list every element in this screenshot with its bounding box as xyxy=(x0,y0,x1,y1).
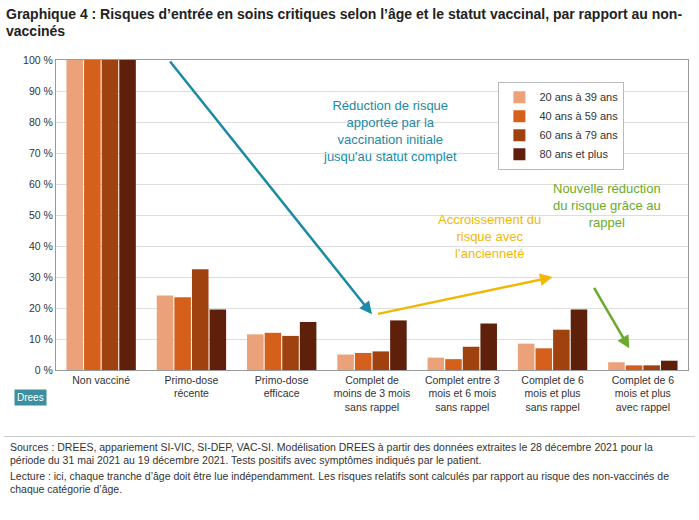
svg-text:80 %: 80 % xyxy=(29,116,53,128)
svg-text:Non vacciné: Non vacciné xyxy=(72,374,130,386)
svg-text:10 %: 10 % xyxy=(29,333,53,345)
svg-text:Réduction de risqueapportée pa: Réduction de risqueapportée par lavaccin… xyxy=(323,98,457,164)
svg-text:Accroissement durisque avecl’a: Accroissement durisque avecl’ancienneté xyxy=(438,212,541,261)
html-text:Sources : DREES, appariement S: Sources : DREES, appariement SI-VIC, SI-… xyxy=(10,441,653,466)
svg-text:Complet demoins de 3 moissans: Complet demoins de 3 moissans rappel xyxy=(334,374,410,413)
svg-text:60 %: 60 % xyxy=(29,178,53,190)
svg-text:70 %: 70 % xyxy=(29,147,53,159)
svg-text:Complet entre 3mois et 6 moiss: Complet entre 3mois et 6 moissans rappel xyxy=(425,374,500,413)
html-text:Graphique 4 : Risques d’entrée: Graphique 4 : Risques d’entrée en soins … xyxy=(6,6,683,39)
svg-text:40 ans à 59 ans: 40 ans à 59 ans xyxy=(539,110,618,122)
svg-text:20 ans à 39 ans: 20 ans à 39 ans xyxy=(539,91,618,103)
svg-text:40 %: 40 % xyxy=(29,240,53,252)
svg-text:30 %: 30 % xyxy=(29,271,53,283)
svg-text:Primo-doseefficace: Primo-doseefficace xyxy=(255,374,309,400)
svg-text:90 %: 90 % xyxy=(29,85,53,97)
svg-text:100 %: 100 % xyxy=(23,54,53,66)
svg-text:0 %: 0 % xyxy=(35,364,53,376)
svg-text:80 ans et plus: 80 ans et plus xyxy=(539,148,608,160)
svg-text:Nouvelle réductiondu risque gr: Nouvelle réductiondu risque grâce aurapp… xyxy=(553,181,661,230)
svg-text:Drees: Drees xyxy=(17,392,44,403)
svg-text:60 ans à 79 ans: 60 ans à 79 ans xyxy=(539,129,618,141)
svg-text:50 %: 50 % xyxy=(29,209,53,221)
svg-text:20 %: 20 % xyxy=(29,302,53,314)
svg-text:Primo-doserécente: Primo-doserécente xyxy=(165,374,219,400)
svg-text:Complet de 6mois et plusavec r: Complet de 6mois et plusavec rappel xyxy=(612,374,675,413)
svg-text:Complet de 6mois et plussans r: Complet de 6mois et plussans rappel xyxy=(521,374,584,413)
html-text:Lecture : ici, chaque tranche: Lecture : ici, chaque tranche d’âge doit… xyxy=(10,470,669,495)
